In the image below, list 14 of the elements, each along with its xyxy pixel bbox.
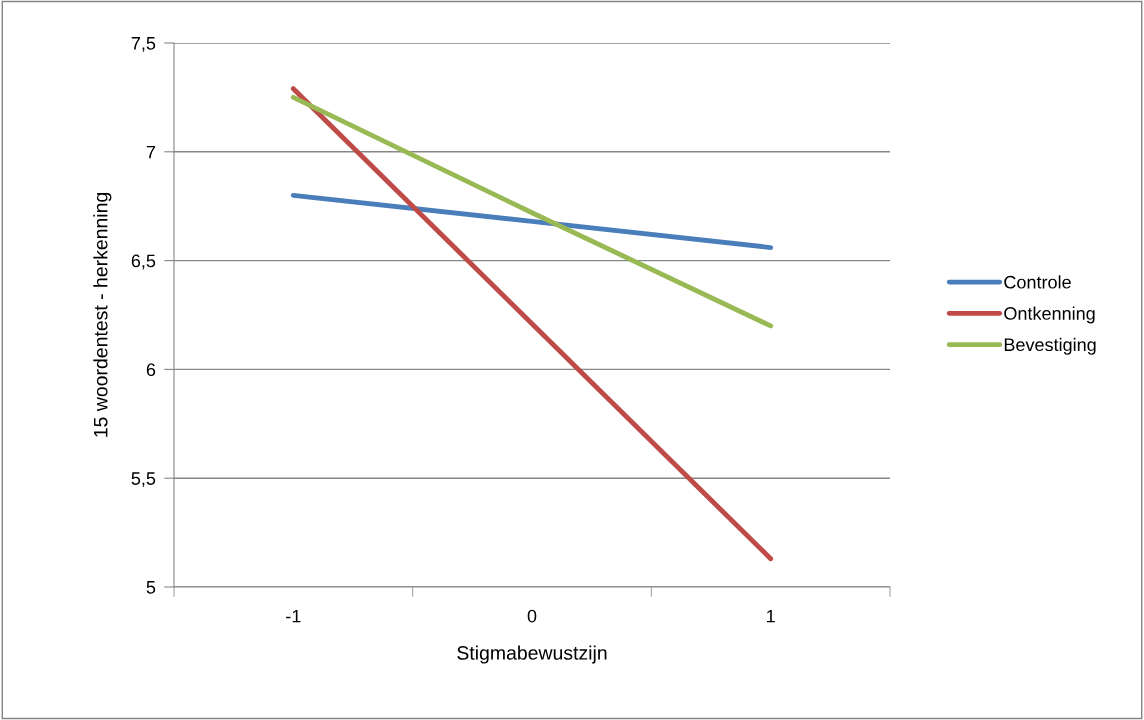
x-tick-label: -1 (286, 609, 301, 623)
y-tick-label: 5 (146, 581, 156, 594)
x-axis-title: Stigmabewustzijn (457, 645, 607, 664)
y-tick-label: 6,5 (131, 254, 156, 270)
y-tick-label: 7 (146, 145, 156, 159)
legend-label: Ontkenning (1004, 306, 1095, 324)
legend-label: Bevestiging (1004, 337, 1096, 355)
y-tick-label: 6 (146, 363, 156, 377)
legend-label: Controle (1004, 275, 1071, 289)
y-tick-label: 5,5 (131, 472, 156, 488)
x-tick-label: 1 (767, 609, 775, 623)
y-axis-title: 15 woordentest - herkenning (93, 193, 112, 437)
x-tick-label: 0 (527, 609, 537, 623)
y-tick-label: 7,5 (131, 37, 156, 52)
